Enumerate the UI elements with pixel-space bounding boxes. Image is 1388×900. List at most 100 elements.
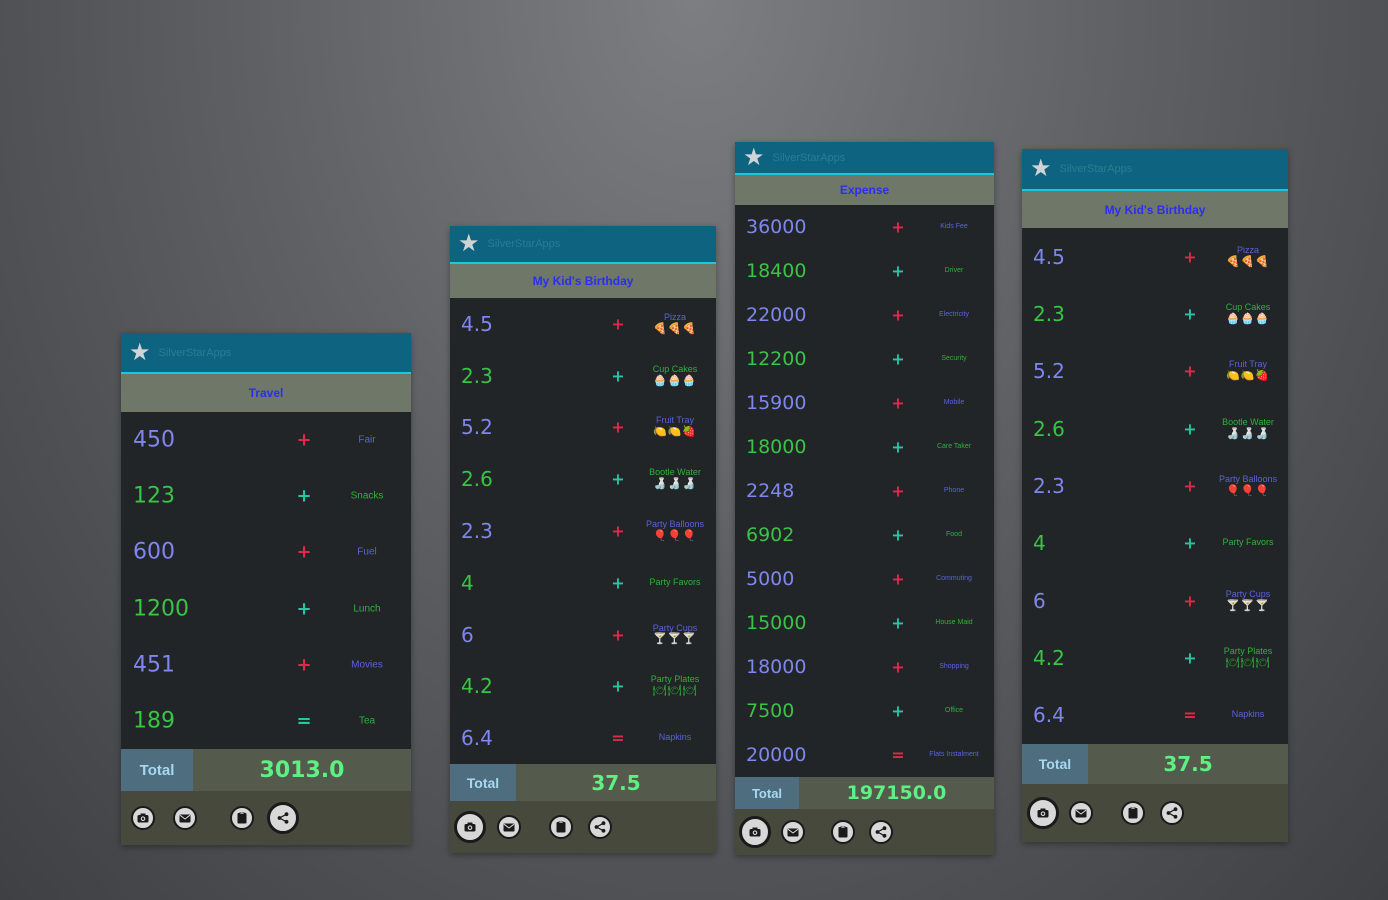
list-title[interactable]: Expense xyxy=(735,175,994,205)
list-item[interactable]: 5.2 + Fruit Tray 🍋🍋🍓 xyxy=(1022,343,1288,400)
equals-operator[interactable]: = xyxy=(891,745,905,765)
item-value[interactable]: 123 xyxy=(133,483,175,509)
item-value[interactable]: 5000 xyxy=(746,568,795,590)
list-item[interactable]: 451 + Movies xyxy=(121,637,411,693)
item-label[interactable]: Party Plates 🍽🍽🍽 xyxy=(1224,646,1273,669)
item-value[interactable]: 2248 xyxy=(746,480,795,502)
list-item[interactable]: 600 + Fuel xyxy=(121,524,411,580)
share-button[interactable] xyxy=(588,815,612,839)
equals-operator[interactable]: = xyxy=(611,728,625,748)
plus-operator[interactable]: + xyxy=(296,429,312,451)
list-item[interactable]: 2.3 + Party Balloons 🎈🎈🎈 xyxy=(1022,457,1288,514)
plus-operator[interactable]: + xyxy=(611,469,625,489)
item-value[interactable]: 5.2 xyxy=(1033,359,1065,384)
item-value[interactable]: 6.4 xyxy=(1033,703,1065,728)
list-title[interactable]: My Kid's Birthday xyxy=(450,264,716,298)
list-item[interactable]: 6.4 = Napkins xyxy=(450,712,716,764)
list-item[interactable]: 2.3 + Cup Cakes 🧁🧁🧁 xyxy=(450,350,716,402)
item-label[interactable]: Food xyxy=(946,531,962,539)
item-value[interactable]: 12200 xyxy=(746,348,807,370)
item-label[interactable]: Driver xyxy=(945,267,964,275)
item-label[interactable]: Cup Cakes 🧁🧁🧁 xyxy=(1226,302,1271,325)
item-value[interactable]: 189 xyxy=(133,708,175,734)
plus-operator[interactable]: + xyxy=(891,393,905,413)
list-title[interactable]: My Kid's Birthday xyxy=(1022,191,1288,228)
item-label[interactable]: Party Plates 🍽🍽🍽 xyxy=(651,674,700,697)
item-value[interactable]: 4 xyxy=(461,570,474,595)
clipboard-button[interactable] xyxy=(1121,801,1145,825)
list-item[interactable]: 4.5 + Pizza 🍕🍕🍕 xyxy=(1022,228,1288,285)
item-value[interactable]: 4.2 xyxy=(461,674,493,699)
item-value[interactable]: 5.2 xyxy=(461,415,493,440)
item-label[interactable]: Shopping xyxy=(939,663,969,671)
share-button[interactable] xyxy=(267,802,299,834)
item-label[interactable]: Movies xyxy=(351,659,383,670)
list-item[interactable]: 1200 + Lunch xyxy=(121,581,411,637)
list-item[interactable]: 6 + Party Cups 🍸🍸🍸 xyxy=(450,609,716,661)
list-item[interactable]: 2.6 + Bootle Water 🍶🍶🍶 xyxy=(450,453,716,505)
item-label[interactable]: Party Balloons 🎈🎈🎈 xyxy=(646,519,704,542)
item-label[interactable]: Napkins xyxy=(1232,709,1265,720)
plus-operator[interactable]: + xyxy=(611,366,625,386)
share-button[interactable] xyxy=(1160,801,1184,825)
plus-operator[interactable]: + xyxy=(1183,591,1197,611)
item-label[interactable]: Commuting xyxy=(936,575,972,583)
plus-operator[interactable]: + xyxy=(611,573,625,593)
plus-operator[interactable]: + xyxy=(1183,476,1197,496)
list-item[interactable]: 123 + Snacks xyxy=(121,468,411,524)
plus-operator[interactable]: + xyxy=(891,657,905,677)
item-label[interactable]: House Maid xyxy=(935,619,972,627)
item-value[interactable]: 4 xyxy=(1033,531,1046,556)
item-label[interactable]: Security xyxy=(941,355,966,363)
plus-operator[interactable]: + xyxy=(891,261,905,281)
equals-operator[interactable]: = xyxy=(1183,705,1197,725)
item-label[interactable]: Fair xyxy=(358,435,375,446)
plus-operator[interactable]: + xyxy=(891,217,905,237)
item-label[interactable]: Flats Instalment xyxy=(929,751,978,759)
mail-button[interactable] xyxy=(497,815,521,839)
list-item[interactable]: 18000 + Care Taker xyxy=(735,425,994,469)
clipboard-button[interactable] xyxy=(230,806,254,830)
item-label[interactable]: Napkins xyxy=(659,732,692,743)
item-label[interactable]: Bootle Water 🍶🍶🍶 xyxy=(649,467,701,490)
item-label[interactable]: Tea xyxy=(359,715,375,726)
list-item[interactable]: 18400 + Driver xyxy=(735,249,994,293)
item-value[interactable]: 4.2 xyxy=(1033,645,1065,670)
item-value[interactable]: 2.3 xyxy=(1033,473,1065,498)
item-label[interactable]: Party Balloons 🎈🎈🎈 xyxy=(1219,474,1277,497)
mail-button[interactable] xyxy=(781,820,805,844)
list-item[interactable]: 5.2 + Fruit Tray 🍋🍋🍓 xyxy=(450,402,716,454)
item-label[interactable]: Care Taker xyxy=(937,443,971,451)
plus-operator[interactable]: + xyxy=(611,521,625,541)
list-item[interactable]: 4.2 + Party Plates 🍽🍽🍽 xyxy=(1022,629,1288,686)
list-item[interactable]: 5000 + Commuting xyxy=(735,557,994,601)
list-item[interactable]: 6.4 = Napkins xyxy=(1022,687,1288,744)
plus-operator[interactable]: + xyxy=(611,417,625,437)
list-item[interactable]: 6902 + Food xyxy=(735,513,994,557)
plus-operator[interactable]: + xyxy=(891,481,905,501)
plus-operator[interactable]: + xyxy=(1183,247,1197,267)
item-value[interactable]: 6 xyxy=(1033,588,1046,613)
plus-operator[interactable]: + xyxy=(296,654,312,676)
item-label[interactable]: Kids Fee xyxy=(940,223,968,231)
list-item[interactable]: 12200 + Security xyxy=(735,337,994,381)
plus-operator[interactable]: + xyxy=(296,541,312,563)
item-label[interactable]: Fuel xyxy=(357,547,376,558)
item-value[interactable]: 4.5 xyxy=(461,311,493,336)
item-label[interactable]: Office xyxy=(945,707,963,715)
item-label[interactable]: Party Cups 🍸🍸🍸 xyxy=(653,623,698,646)
clipboard-button[interactable] xyxy=(549,815,573,839)
plus-operator[interactable]: + xyxy=(1183,304,1197,324)
clipboard-button[interactable] xyxy=(831,820,855,844)
item-value[interactable]: 1200 xyxy=(133,596,189,622)
item-label[interactable]: Cup Cakes 🧁🧁🧁 xyxy=(653,364,698,387)
item-label[interactable]: Mobile xyxy=(944,399,965,407)
plus-operator[interactable]: + xyxy=(1183,648,1197,668)
item-label[interactable]: Pizza 🍕🍕🍕 xyxy=(653,312,697,335)
item-value[interactable]: 450 xyxy=(133,427,175,453)
item-label[interactable]: Party Favors xyxy=(649,577,700,588)
item-value[interactable]: 36000 xyxy=(746,216,807,238)
list-item[interactable]: 15000 + House Maid xyxy=(735,601,994,645)
item-value[interactable]: 2.6 xyxy=(1033,416,1065,441)
item-label[interactable]: Electricity xyxy=(939,311,969,319)
